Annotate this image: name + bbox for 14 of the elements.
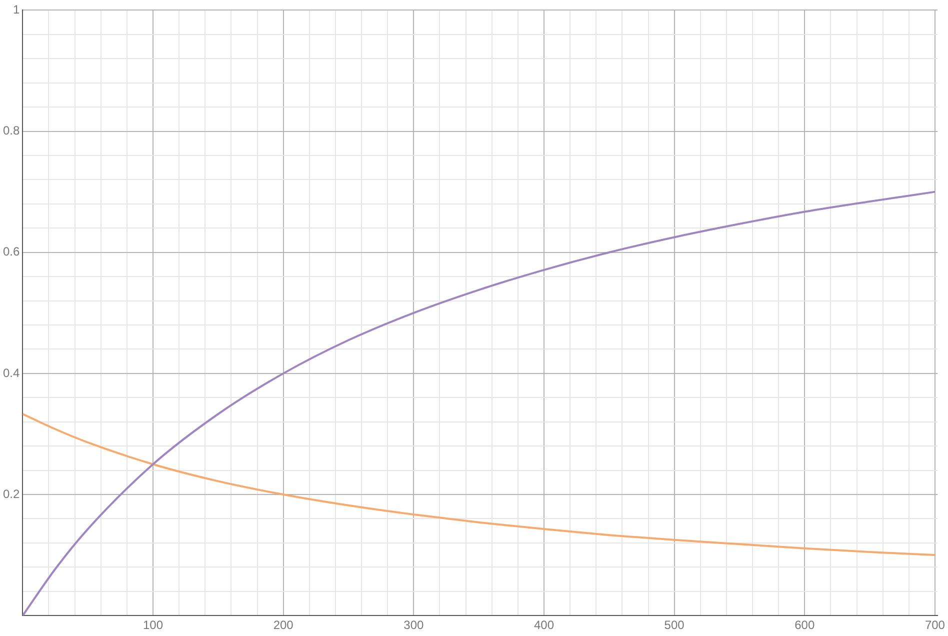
x-tick-label: 500 xyxy=(664,618,685,632)
x-tick-label: 600 xyxy=(794,618,815,632)
x-tick-label: 200 xyxy=(273,618,294,632)
y-tick-label: 0.2 xyxy=(2,486,20,501)
line-series xyxy=(22,190,936,616)
y-tick-label: 0.8 xyxy=(2,124,20,138)
x-tick-label: 300 xyxy=(404,618,424,632)
line-series xyxy=(22,413,936,556)
y-tick-label: 0.4 xyxy=(2,366,20,380)
x-tick-label: 400 xyxy=(534,618,554,632)
x-tick-label: 100 xyxy=(142,618,164,632)
y-tick-label: 1 xyxy=(12,2,20,17)
y-tick-label: 0.6 xyxy=(2,244,20,259)
x-tick-label: 700 xyxy=(924,618,946,632)
